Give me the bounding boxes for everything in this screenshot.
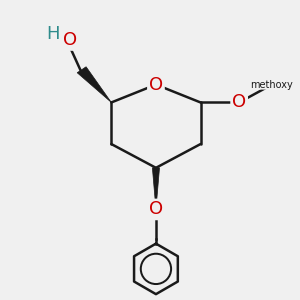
Text: O: O	[149, 200, 163, 218]
Polygon shape	[77, 67, 111, 102]
Text: methoxy: methoxy	[250, 80, 293, 90]
Text: O: O	[149, 76, 163, 94]
Polygon shape	[152, 168, 160, 209]
Text: O: O	[63, 31, 77, 49]
Text: H: H	[47, 25, 60, 43]
Text: O: O	[232, 93, 246, 111]
